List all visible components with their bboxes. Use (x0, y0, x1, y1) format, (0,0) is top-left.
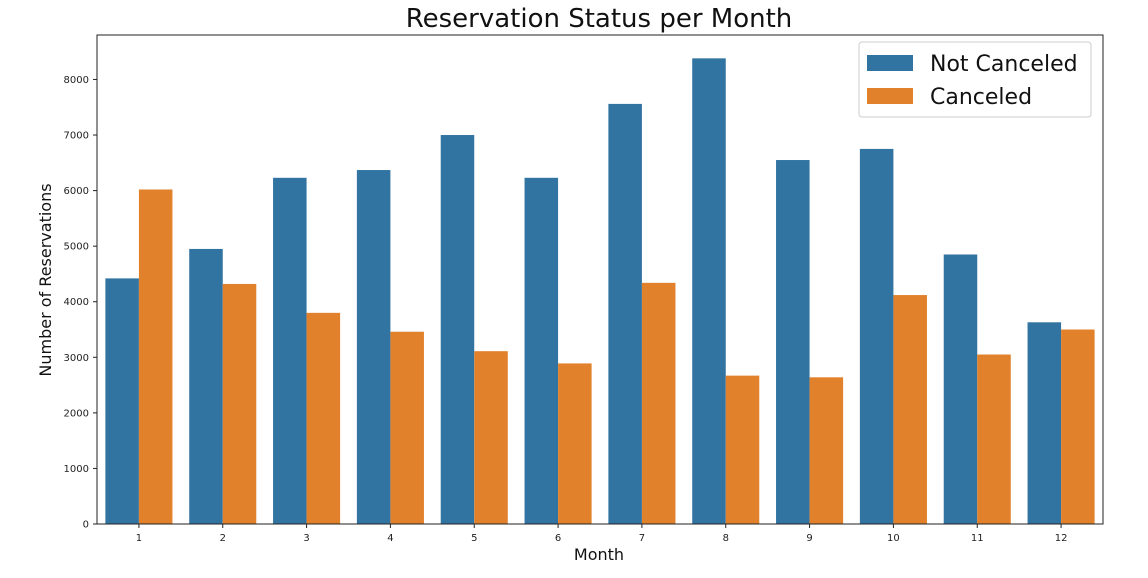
bar-canceled-month-9 (809, 377, 844, 524)
y-tick-label: 5000 (64, 242, 89, 253)
x-tick-label: 12 (1055, 533, 1068, 544)
x-tick-label: 5 (471, 533, 477, 544)
x-tick-label: 9 (806, 533, 812, 544)
bar-canceled-month-8 (725, 375, 760, 524)
x-tick-label: 7 (639, 533, 645, 544)
bar-not-canceled-month-8 (692, 58, 726, 525)
plot-frame (96, 34, 1104, 525)
legend-swatch-canceled (867, 88, 913, 104)
bar-canceled-month-1 (138, 189, 173, 525)
bar-not-canceled-month-11 (943, 254, 978, 525)
y-tick-label: 7000 (64, 131, 89, 142)
bar-canceled-month-12 (1061, 329, 1095, 524)
bar-not-canceled-month-6 (524, 177, 559, 524)
y-tick-label: 8000 (64, 75, 89, 86)
y-tick-label: 6000 (64, 186, 89, 197)
x-tick-label: 3 (303, 533, 309, 544)
bar-canceled-month-10 (893, 295, 927, 524)
bar-canceled-month-3 (306, 312, 341, 524)
bar-canceled-month-7 (641, 282, 676, 524)
bar-canceled-month-11 (977, 354, 1011, 524)
bar-not-canceled-month-4 (356, 170, 391, 524)
x-tick-label: 8 (723, 533, 729, 544)
y-axis-label: Number of Reservations (36, 183, 55, 376)
bar-not-canceled-month-5 (440, 135, 475, 524)
bar-not-canceled-month-10 (859, 148, 894, 524)
y-tick-label: 4000 (64, 297, 89, 308)
y-tick-label: 3000 (64, 353, 89, 364)
y-axis: 0 1000 2000 3000 4000 5000 6000 7000 8000 (64, 75, 97, 531)
x-axis: 1 2 3 4 5 6 7 8 9 10 11 12 (136, 524, 1068, 544)
bar-not-canceled-month-12 (1027, 322, 1062, 524)
chart-title: Reservation Status per Month (406, 4, 793, 34)
bar-not-canceled-month-2 (189, 248, 223, 524)
x-tick-label: 6 (555, 533, 561, 544)
bar-canceled-month-5 (474, 351, 508, 524)
y-tick-label: 0 (83, 520, 89, 531)
bar-canceled-month-6 (558, 363, 592, 524)
bars-group (105, 58, 1095, 525)
x-axis-label: Month (574, 545, 624, 564)
legend-swatch-not-canceled (867, 55, 913, 71)
x-tick-label: 4 (387, 533, 393, 544)
bar-not-canceled-month-1 (105, 278, 139, 524)
y-tick-label: 2000 (64, 408, 89, 419)
legend: Not Canceled Canceled (858, 41, 1092, 118)
x-tick-label: 1 (136, 533, 142, 544)
legend-label-not-canceled: Not Canceled (930, 52, 1078, 77)
x-tick-label: 11 (971, 533, 984, 544)
bar-not-canceled-month-3 (273, 177, 307, 524)
y-tick-label: 1000 (64, 464, 89, 475)
bar-not-canceled-month-7 (608, 103, 642, 525)
legend-box (858, 41, 1092, 118)
x-tick-label: 2 (220, 533, 226, 544)
bar-canceled-month-2 (222, 283, 257, 524)
bar-canceled-month-4 (390, 331, 424, 524)
legend-label-canceled: Canceled (930, 85, 1032, 110)
bar-not-canceled-month-9 (776, 160, 810, 524)
x-tick-label: 10 (887, 533, 900, 544)
